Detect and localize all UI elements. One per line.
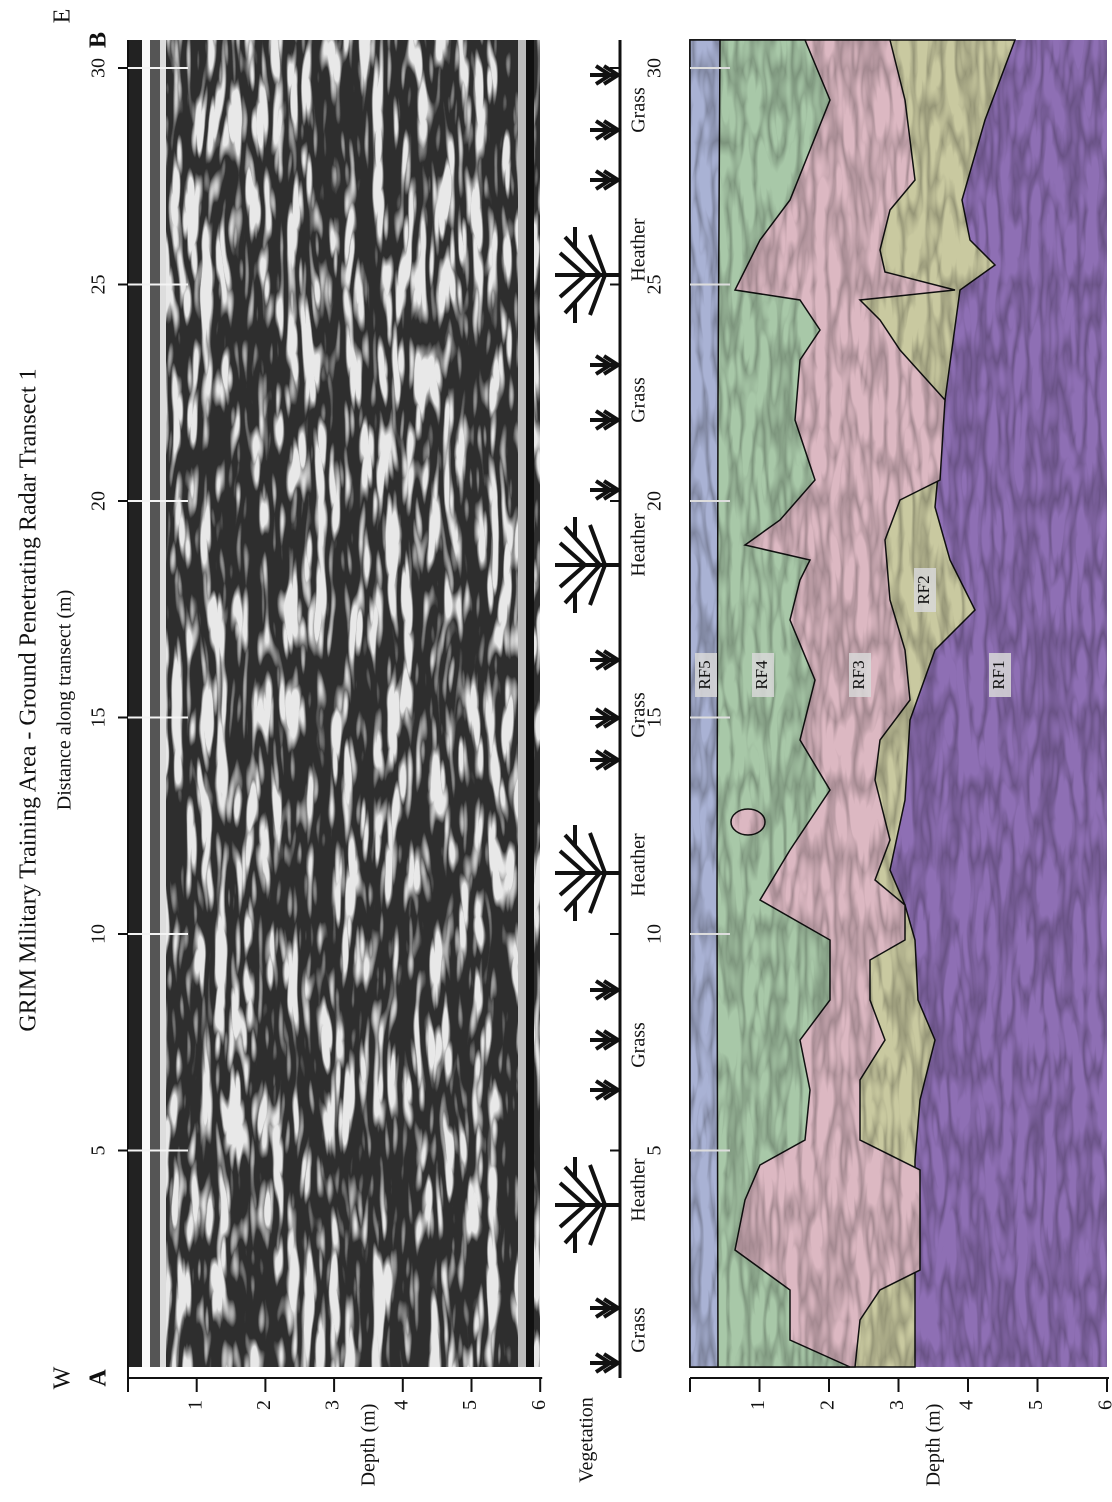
interp-texture — [690, 40, 1107, 1367]
distance-tick-label: 20 — [88, 491, 110, 511]
grass-arrow — [590, 651, 618, 669]
radar-band — [526, 40, 534, 1367]
distance-tick-label: 5 — [88, 1146, 110, 1156]
grass-arrow — [590, 481, 618, 499]
vegetation-zone: Grass — [628, 377, 650, 423]
interp-depth-label: Depth (m) — [923, 1404, 945, 1487]
vegetation-zone: Grass — [628, 1022, 650, 1068]
east-label: E — [50, 9, 76, 24]
grass-arrow — [590, 171, 618, 189]
grass-arrow — [590, 356, 618, 374]
vegetation-zone: Heather — [628, 513, 650, 577]
grass-arrow — [590, 1299, 618, 1317]
depth-tick-label: 2 — [817, 1400, 839, 1410]
distance-tick-label: 20 — [644, 491, 666, 511]
vegetation-zone: Heather — [628, 1158, 650, 1222]
radar-depth-label: Depth (m) — [358, 1404, 380, 1487]
depth-tick-label: 6 — [528, 1400, 550, 1410]
depth-tick-label: 5 — [459, 1400, 481, 1410]
radar-band — [142, 40, 150, 1367]
grass-arrow — [590, 751, 618, 769]
distance-tick-label: 25 — [88, 275, 110, 295]
grass-arrow — [590, 1081, 618, 1099]
west-label: W — [50, 1366, 76, 1389]
depth-tick-label: 1 — [184, 1400, 206, 1410]
end-label: B — [86, 32, 112, 48]
distance-tick-label: 10 — [644, 924, 666, 944]
heather-symbol — [555, 1157, 620, 1253]
start-label: A — [86, 1369, 112, 1387]
distance-label: Distance along transect (m) — [54, 590, 76, 810]
vegetation-zone: Grass — [628, 87, 650, 133]
unit-label: RF3 — [849, 660, 868, 689]
depth-tick-label: 1 — [747, 1400, 769, 1410]
radar-band — [160, 40, 166, 1367]
vegetation-zone: Grass — [628, 692, 650, 738]
grass-arrow — [590, 709, 618, 727]
distance-tick-label: 5 — [644, 1146, 666, 1156]
depth-tick-label: 5 — [1025, 1400, 1047, 1410]
depth-tick-label: 2 — [253, 1400, 275, 1410]
distance-tick-label: 15 — [88, 708, 110, 728]
interpretation-panel: RF5 RF4 RF3 RF2 RF1 — [690, 40, 1107, 1367]
grass-arrow — [590, 1354, 618, 1372]
unit-label: RF5 — [695, 660, 714, 689]
radar-band — [128, 40, 142, 1367]
heather-symbol — [555, 227, 620, 323]
depth-tick-label: 6 — [1095, 1400, 1112, 1410]
vegetation-zone: Heather — [628, 833, 650, 897]
heather-symbol — [555, 825, 620, 921]
grass-arrow — [590, 1031, 618, 1049]
unit-label: RF2 — [914, 575, 933, 604]
distance-tick-label: 30 — [88, 58, 110, 78]
distance-tick-label: 30 — [644, 58, 666, 78]
heather-symbol — [555, 517, 620, 613]
depth-tick-label: 3 — [322, 1400, 344, 1410]
grass-arrow — [590, 411, 618, 429]
vegetation-zone: Grass — [628, 1307, 650, 1353]
radar-texture — [128, 40, 540, 1367]
grass-arrow — [590, 981, 618, 999]
depth-tick-label: 4 — [956, 1400, 978, 1410]
unit-label: RF1 — [989, 660, 1008, 689]
vegetation-zone: Heather — [628, 218, 650, 282]
title: GRIM Military Training Area - Ground Pen… — [16, 368, 42, 1031]
vegetation-label: Vegetation — [576, 1397, 598, 1483]
distance-tick-label: 10 — [88, 924, 110, 944]
figure: RF5RF4RF3RF2RF1 551010151520202525303012… — [0, 0, 1112, 1502]
unit-label: RF4 — [752, 660, 771, 690]
grass-arrow — [590, 121, 618, 139]
depth-tick-label: 4 — [390, 1400, 412, 1410]
radar-band — [518, 40, 526, 1367]
radar-band — [150, 40, 160, 1367]
depth-tick-label: 3 — [886, 1400, 908, 1410]
